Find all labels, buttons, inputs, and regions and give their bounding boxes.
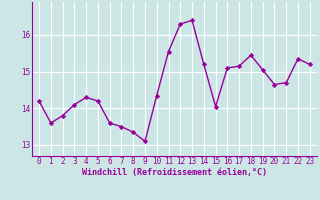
X-axis label: Windchill (Refroidissement éolien,°C): Windchill (Refroidissement éolien,°C) <box>82 168 267 177</box>
